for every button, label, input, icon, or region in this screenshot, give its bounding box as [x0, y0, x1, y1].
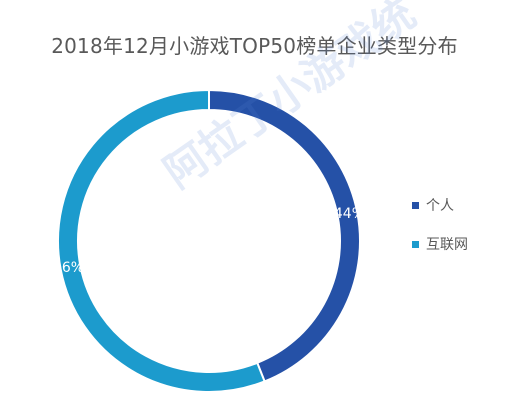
- legend-label-personal: 个人: [426, 198, 454, 214]
- legend-item-personal: 个人: [412, 195, 507, 215]
- slice-personal: [208, 88, 361, 383]
- slice-internet: [57, 88, 266, 393]
- legend-item-internet: 互联网: [412, 234, 507, 254]
- legend-swatch-personal: [412, 201, 419, 209]
- legend-swatch-internet: [412, 240, 419, 248]
- data-label-internet: 56%: [53, 260, 84, 276]
- chart-title: 2018年12月小游戏TOP50榜单企业类型分布: [51, 34, 458, 58]
- legend-label-internet: 互联网: [426, 237, 468, 253]
- data-label-personal: 44%: [334, 206, 365, 222]
